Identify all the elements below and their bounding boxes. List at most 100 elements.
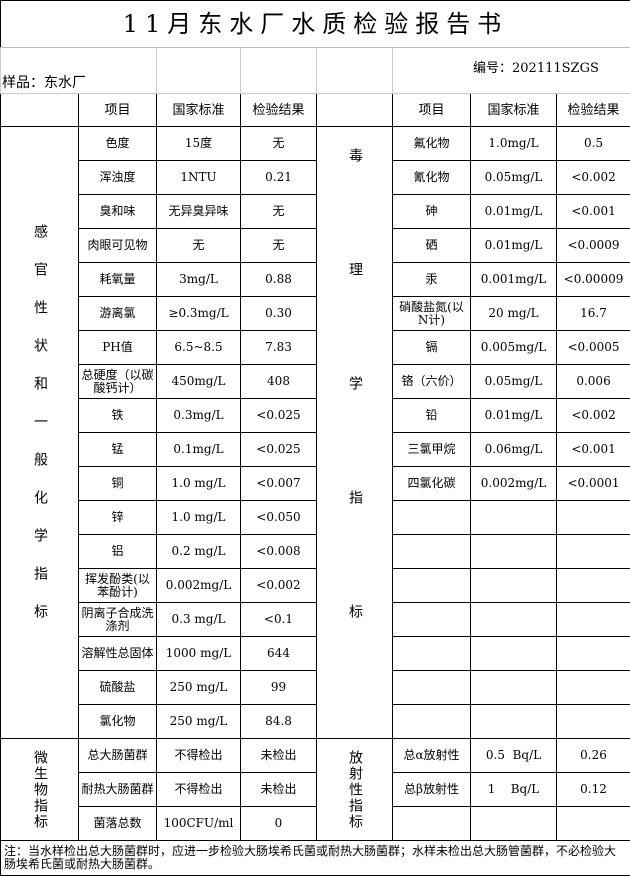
column-header: 项目 bbox=[393, 94, 471, 127]
cell: 0.001mg/L bbox=[471, 263, 557, 297]
cell: 3mg/L bbox=[157, 263, 241, 297]
cell: 0.002mg/L bbox=[471, 467, 557, 501]
cell: 15度 bbox=[157, 127, 241, 161]
empty-cell bbox=[471, 535, 557, 569]
cell: 汞 bbox=[393, 263, 471, 297]
cell: 色度 bbox=[79, 127, 157, 161]
cell: 7.83 bbox=[241, 331, 317, 365]
cell: 250 mg/L bbox=[157, 705, 241, 739]
cell: 三氯甲烷 bbox=[393, 433, 471, 467]
cell: 铝 bbox=[79, 535, 157, 569]
section-label: 放射性指标 bbox=[348, 750, 361, 830]
empty-cell bbox=[557, 807, 630, 841]
cell: 浑浊度 bbox=[79, 161, 157, 195]
cell: 0.12 bbox=[557, 773, 630, 807]
cell: <0.001 bbox=[557, 195, 630, 229]
cell: 总大肠菌群 bbox=[79, 739, 157, 773]
cell: 铅 bbox=[393, 399, 471, 433]
cell: 总硬度（以碳酸钙计） bbox=[79, 365, 157, 399]
empty-cell bbox=[471, 603, 557, 637]
cell: 游离氯 bbox=[79, 297, 157, 331]
cell: <0.002 bbox=[557, 161, 630, 195]
cell: 0.06mg/L bbox=[471, 433, 557, 467]
cell: 未检出 bbox=[241, 773, 317, 807]
cell: 1 Bq/L bbox=[471, 773, 557, 807]
section-label-cell: 微生物指标 bbox=[1, 739, 79, 841]
cell: 菌落总数 bbox=[79, 807, 157, 841]
cell: 锰 bbox=[79, 433, 157, 467]
cell: 耗氧量 bbox=[79, 263, 157, 297]
empty-cell bbox=[557, 603, 630, 637]
cell: 挥发酚类(以苯酚计) bbox=[79, 569, 157, 603]
cell: 耐热大肠菌群 bbox=[79, 773, 157, 807]
cell: <0.008 bbox=[241, 535, 317, 569]
cell: 20 mg/L bbox=[471, 297, 557, 331]
cell: <0.025 bbox=[241, 399, 317, 433]
cell: 0.21 bbox=[241, 161, 317, 195]
cell: 0.05mg/L bbox=[471, 161, 557, 195]
cell: <0.001 bbox=[557, 433, 630, 467]
cell: 408 bbox=[241, 365, 317, 399]
cell: <0.0005 bbox=[557, 331, 630, 365]
cell: 0.26 bbox=[557, 739, 630, 773]
column-header: 国家标准 bbox=[471, 94, 557, 127]
cell: 1.0 mg/L bbox=[157, 467, 241, 501]
empty-cell bbox=[557, 637, 630, 671]
sample: 样品：东水厂 bbox=[1, 48, 157, 94]
cell: 溶解性总固体 bbox=[79, 637, 157, 671]
cell: 0.88 bbox=[241, 263, 317, 297]
section-label-cell: 放射性指标 bbox=[317, 739, 393, 841]
cell: <0.0001 bbox=[557, 467, 630, 501]
cell: 臭和味 bbox=[79, 195, 157, 229]
cell: 未检出 bbox=[241, 739, 317, 773]
cell: 0.002mg/L bbox=[157, 569, 241, 603]
cell: 氟化物 bbox=[393, 127, 471, 161]
cell: 无 bbox=[157, 229, 241, 263]
empty-cell bbox=[393, 535, 471, 569]
cell: 0.3mg/L bbox=[157, 399, 241, 433]
section-label: 微生物指标 bbox=[33, 750, 46, 830]
cell: 硫酸盐 bbox=[79, 671, 157, 705]
cell: 0.30 bbox=[241, 297, 317, 331]
cell: 铬（六价） bbox=[393, 365, 471, 399]
empty-cell bbox=[317, 48, 393, 94]
cell: 16.7 bbox=[557, 297, 630, 331]
cell: <0.0009 bbox=[557, 229, 630, 263]
section-label-cell: 毒理学指标 bbox=[317, 127, 393, 739]
cell: 0.01mg/L bbox=[471, 399, 557, 433]
cell: 0.3 mg/L bbox=[157, 603, 241, 637]
cell: 铜 bbox=[79, 467, 157, 501]
cell: 1.0mg/L bbox=[471, 127, 557, 161]
table-row: 项目国家标准检验结果项目国家标准检验结果 bbox=[1, 94, 630, 127]
cell: ≥0.3mg/L bbox=[157, 297, 241, 331]
empty-cell bbox=[1, 94, 79, 127]
column-header: 国家标准 bbox=[157, 94, 241, 127]
table-row: 11月东水厂水质检验报告书 bbox=[1, 1, 630, 48]
cell: 0.5 bbox=[557, 127, 630, 161]
column-header: 项目 bbox=[79, 94, 157, 127]
report-number: 编号：202111SZGS bbox=[393, 48, 630, 94]
cell: <0.002 bbox=[241, 569, 317, 603]
cell: 无 bbox=[241, 229, 317, 263]
cell: <0.007 bbox=[241, 467, 317, 501]
cell: 100CFU/ml bbox=[157, 807, 241, 841]
cell: 无 bbox=[241, 127, 317, 161]
empty-cell bbox=[471, 807, 557, 841]
cell: 硒 bbox=[393, 229, 471, 263]
empty-cell bbox=[393, 807, 471, 841]
